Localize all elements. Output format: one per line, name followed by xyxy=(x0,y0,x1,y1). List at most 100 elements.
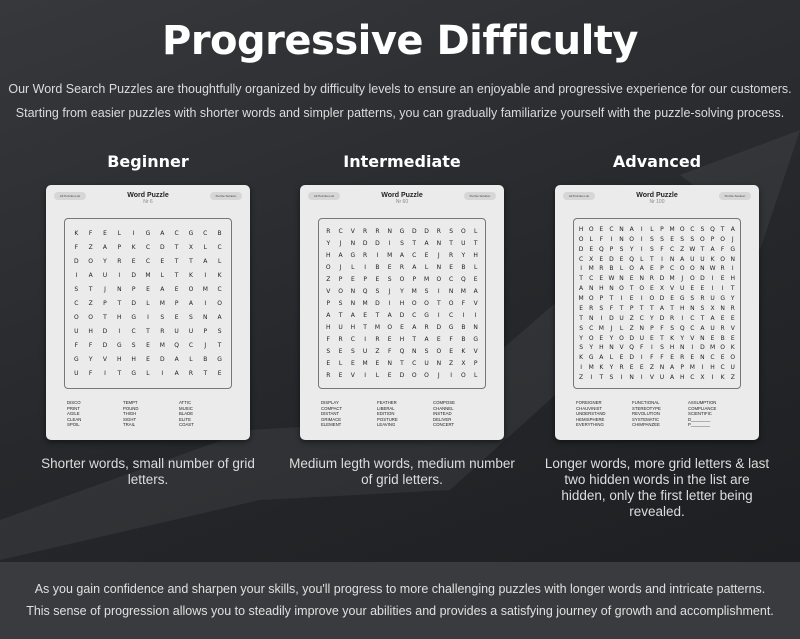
grid-letter[interactable]: Q xyxy=(679,324,685,332)
grid-letter[interactable]: N xyxy=(588,314,594,322)
grid-letter[interactable]: E xyxy=(629,295,634,302)
grid-letter[interactable]: L xyxy=(473,264,478,271)
grid-letter[interactable]: M xyxy=(460,288,466,295)
grid-letter[interactable]: M xyxy=(598,324,604,332)
grid-letter[interactable]: C xyxy=(412,312,417,319)
grid-letter[interactable]: O xyxy=(424,372,429,379)
grid-letter[interactable]: H xyxy=(669,344,675,352)
grid-letter[interactable]: E xyxy=(700,285,705,293)
grid-letter[interactable]: J xyxy=(681,275,684,283)
grid-letter[interactable]: D xyxy=(609,314,614,322)
grid-letter[interactable]: N xyxy=(117,286,122,293)
grid-letter[interactable]: E xyxy=(690,354,695,362)
grid-letter[interactable]: O xyxy=(188,286,194,293)
grid-letter[interactable]: E xyxy=(670,354,674,362)
grid-letter[interactable]: E xyxy=(619,255,624,263)
grid-letter[interactable]: F xyxy=(449,336,453,343)
grid-letter[interactable]: I xyxy=(474,312,477,319)
grid-letter[interactable]: U xyxy=(690,255,695,263)
grid-letter[interactable]: S xyxy=(189,314,193,321)
grid-letter[interactable]: I xyxy=(204,300,207,307)
grid-letter[interactable]: S xyxy=(160,314,165,321)
grid-letter[interactable]: Q xyxy=(598,245,604,253)
grid-letter[interactable]: M xyxy=(202,286,208,293)
grid-letter[interactable]: O xyxy=(387,324,393,331)
grid-letter[interactable]: D xyxy=(424,228,429,235)
grid-letter[interactable]: E xyxy=(720,314,725,322)
grid-letter[interactable]: A xyxy=(639,265,644,273)
grid-letter[interactable]: T xyxy=(117,370,122,377)
grid-letter[interactable]: D xyxy=(102,328,108,335)
grid-letter[interactable]: I xyxy=(691,344,694,352)
grid-letter[interactable]: R xyxy=(117,258,122,265)
grid-letter[interactable]: A xyxy=(326,312,331,319)
grid-letter[interactable]: T xyxy=(117,300,122,307)
grid-letter[interactable]: P xyxy=(473,360,478,367)
grid-letter[interactable]: O xyxy=(338,288,343,295)
grid-letter[interactable]: Y xyxy=(609,334,614,342)
grid-letter[interactable]: S xyxy=(690,295,695,302)
grid-letter[interactable]: U xyxy=(102,272,108,279)
grid-letter[interactable]: L xyxy=(351,264,355,271)
grid-letter[interactable]: X xyxy=(589,255,594,263)
grid-letter[interactable]: T xyxy=(174,244,179,251)
grid-letter[interactable]: H xyxy=(399,300,405,307)
grid-letter[interactable]: T xyxy=(174,258,179,265)
grid-letter[interactable]: B xyxy=(461,336,466,343)
grid-letter[interactable]: A xyxy=(424,336,429,343)
grid-letter[interactable]: Q xyxy=(399,348,405,355)
grid-letter[interactable]: T xyxy=(599,374,604,381)
grid-letter[interactable]: E xyxy=(720,354,725,362)
grid-letter[interactable]: M xyxy=(669,225,675,233)
grid-letter[interactable]: C xyxy=(412,360,417,367)
grid-letter[interactable]: H xyxy=(679,304,685,312)
grid-letter[interactable]: N xyxy=(588,285,594,293)
grid-letter[interactable]: O xyxy=(720,235,725,243)
grid-letter[interactable]: R xyxy=(700,295,705,302)
grid-letter[interactable]: T xyxy=(412,240,417,247)
grid-letter[interactable]: C xyxy=(145,244,151,251)
grid-letter[interactable]: I xyxy=(661,255,663,263)
grid-letter[interactable]: K xyxy=(131,244,136,251)
grid-letter[interactable]: P xyxy=(629,304,634,312)
grid-letter[interactable]: K xyxy=(710,255,715,263)
grid-letter[interactable]: V xyxy=(670,285,675,293)
grid-letter[interactable]: S xyxy=(700,304,705,312)
puzzle-solution-button[interactable]: Puzzle Solution xyxy=(719,192,751,200)
grid-letter[interactable]: H xyxy=(350,324,356,331)
grid-letter[interactable]: A xyxy=(88,272,93,279)
grid-letter[interactable]: O xyxy=(679,225,685,233)
grid-letter[interactable]: C xyxy=(589,324,594,332)
grid-letter[interactable]: X xyxy=(659,285,665,293)
grid-letter[interactable]: A xyxy=(473,288,478,295)
grid-letter[interactable]: E xyxy=(174,286,179,293)
grid-letter[interactable]: S xyxy=(680,235,685,243)
grid-letter[interactable]: Y xyxy=(680,334,685,342)
grid-letter[interactable]: P xyxy=(174,300,179,307)
grid-letter[interactable]: E xyxy=(375,276,380,283)
grid-letter[interactable]: Y xyxy=(326,240,331,247)
grid-letter[interactable]: G xyxy=(424,312,429,319)
grid-letter[interactable]: G xyxy=(350,252,356,259)
grid-letter[interactable]: P xyxy=(117,244,122,251)
grid-letter[interactable]: P xyxy=(680,364,685,372)
grid-letter[interactable]: O xyxy=(88,258,94,265)
grid-letter[interactable]: N xyxy=(436,264,442,271)
grid-letter[interactable]: D xyxy=(102,342,108,349)
grid-letter[interactable]: E xyxy=(629,364,634,372)
grid-letter[interactable]: E xyxy=(639,364,644,372)
grid-letter[interactable]: I xyxy=(147,314,149,321)
grid-letter[interactable]: O xyxy=(461,228,466,235)
grid-letter[interactable]: P xyxy=(363,276,367,283)
grid-letter[interactable]: O xyxy=(217,300,222,307)
grid-letter[interactable]: O xyxy=(461,372,466,379)
grid-letter[interactable]: Z xyxy=(680,245,685,253)
grid-letter[interactable]: V xyxy=(619,344,624,352)
grid-letter[interactable]: P xyxy=(599,295,604,302)
grid-letter[interactable]: K xyxy=(599,364,604,372)
grid-letter[interactable]: M xyxy=(159,342,165,349)
grid-letter[interactable]: N xyxy=(659,364,665,372)
grid-letter[interactable]: O xyxy=(689,265,695,273)
grid-letter[interactable]: U xyxy=(362,348,368,355)
grid-letter[interactable]: M xyxy=(588,364,594,372)
